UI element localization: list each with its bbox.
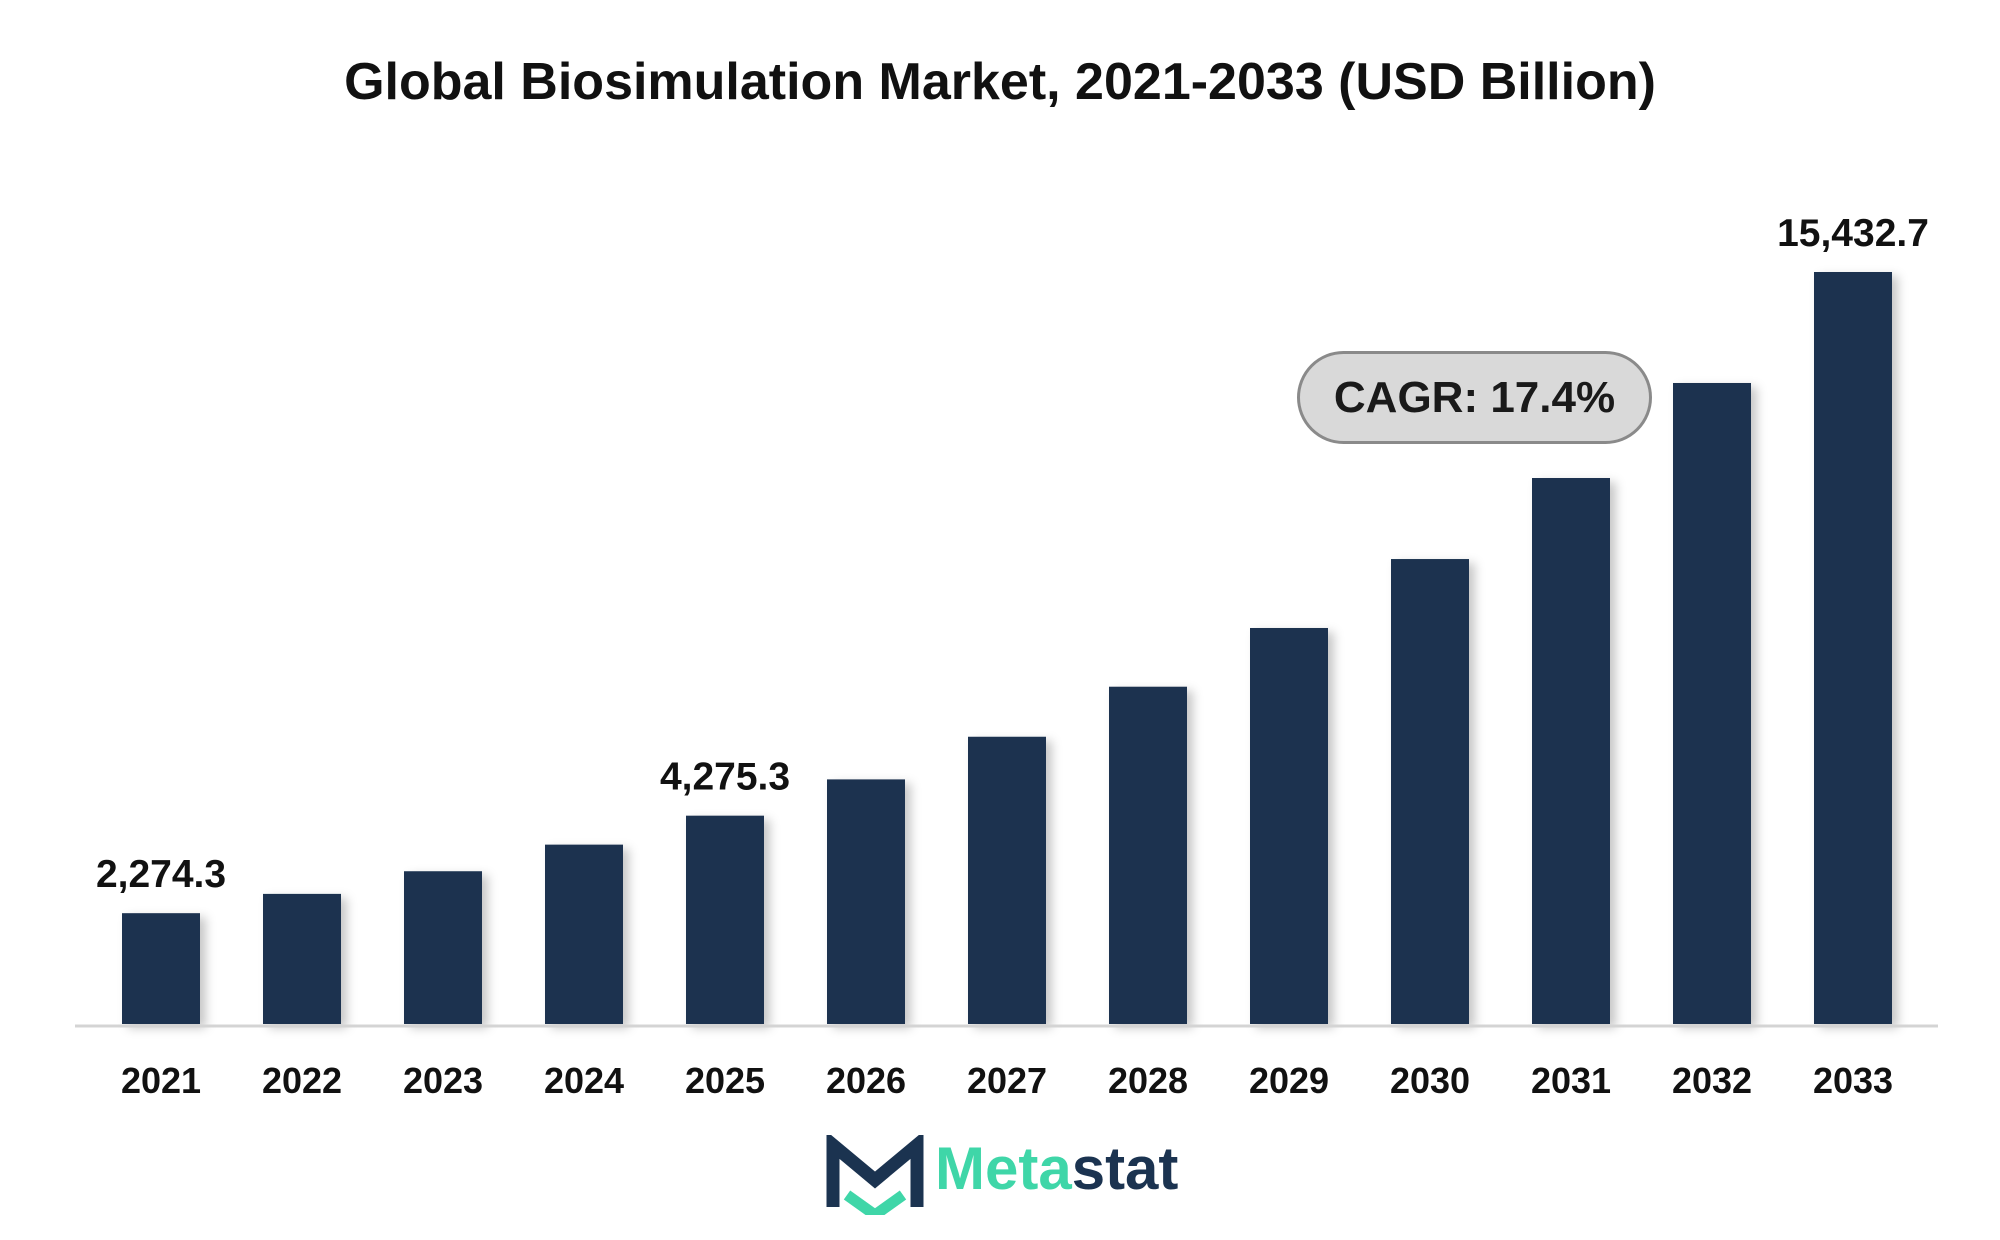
bar-2030 bbox=[1391, 559, 1469, 1024]
data-label-2021: 2,274.3 bbox=[96, 853, 226, 896]
data-label-2033: 15,432.7 bbox=[1777, 212, 1929, 255]
bar-2029 bbox=[1250, 627, 1328, 1024]
x-tick-label-2024: 2024 bbox=[544, 1060, 624, 1101]
bars-layer bbox=[122, 272, 1892, 1025]
data-labels: 2,274.3 4,275.3 15,432.7 bbox=[96, 212, 1929, 896]
x-tick-label-2028: 2028 bbox=[1108, 1060, 1188, 1101]
data-label-2025: 4,275.3 bbox=[660, 756, 790, 799]
x-axis-tick-labels: 2021 2022 2023 2024 2025 2026 2027 2028 2029 2030… bbox=[121, 1060, 1893, 1101]
x-tick-label-2031: 2031 bbox=[1531, 1060, 1611, 1101]
bar-2028 bbox=[1109, 686, 1187, 1024]
bar-2022 bbox=[263, 893, 341, 1024]
bar-2033 bbox=[1814, 272, 1892, 1024]
wordmark-stat: stat bbox=[1071, 1135, 1179, 1202]
bar-2024 bbox=[545, 844, 623, 1024]
x-tick-label-2027: 2027 bbox=[967, 1060, 1047, 1101]
x-tick-label-2023: 2023 bbox=[403, 1060, 483, 1101]
metastat-logo: Metastat bbox=[825, 1135, 1195, 1215]
x-tick-label-2026: 2026 bbox=[826, 1060, 906, 1101]
x-tick-label-2025: 2025 bbox=[685, 1060, 765, 1101]
bar-2031 bbox=[1532, 478, 1610, 1024]
cagr-annotation: CAGR: 17.4% bbox=[1297, 351, 1652, 444]
bar-2021 bbox=[122, 913, 200, 1024]
wordmark-meta: Meta bbox=[935, 1135, 1072, 1202]
x-tick-label-2029: 2029 bbox=[1249, 1060, 1329, 1101]
bar-2026 bbox=[827, 779, 905, 1024]
metastat-m-icon bbox=[826, 1135, 924, 1215]
x-tick-label-2022: 2022 bbox=[262, 1060, 342, 1101]
x-tick-label-2033: 2033 bbox=[1813, 1060, 1893, 1101]
x-tick-label-2021: 2021 bbox=[121, 1060, 201, 1101]
bar-2025 bbox=[686, 815, 764, 1024]
bar-2023 bbox=[404, 871, 482, 1024]
chart-title: Global Biosimulation Market, 2021-2033 (… bbox=[344, 53, 1656, 111]
x-tick-label-2032: 2032 bbox=[1672, 1060, 1752, 1101]
x-tick-label-2030: 2030 bbox=[1390, 1060, 1470, 1101]
bar-2032 bbox=[1673, 382, 1751, 1025]
metastat-wordmark: Metastat bbox=[935, 1139, 1178, 1199]
bar-2027 bbox=[968, 736, 1046, 1024]
